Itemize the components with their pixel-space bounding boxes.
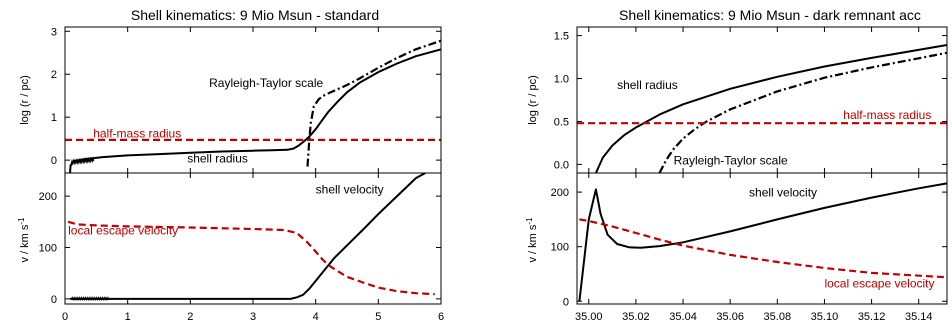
x-tick-label: 35.14 bbox=[905, 311, 933, 323]
y-axis-label: log (r / pc) bbox=[527, 75, 539, 125]
x-tick-label: 2 bbox=[187, 311, 193, 323]
x-tick-label: 3 bbox=[250, 311, 256, 323]
left-chart-title: Shell kinematics: 9 Mio Msun - standard bbox=[131, 7, 379, 23]
annotation-local-escape-velocity: local escape velocity bbox=[68, 224, 178, 238]
y-tick-label: 0.5 bbox=[554, 116, 569, 128]
y-tick-label: 200 bbox=[551, 187, 569, 199]
x-tick-label: 0 bbox=[62, 311, 68, 323]
series-line-rayleigh-taylor-scale bbox=[306, 39, 441, 167]
y-tick-label: 0 bbox=[51, 155, 57, 167]
series-line-shell-velocity bbox=[70, 173, 426, 300]
series-line-shell-velocity bbox=[578, 182, 947, 302]
y-tick-label: 200 bbox=[39, 191, 57, 203]
x-tick-label: 35.02 bbox=[622, 311, 650, 323]
panel-left-top: 0 1 2 3 log (r / pc) Rayleigh-Taylor scale hal… bbox=[19, 26, 442, 174]
annotation-shell-velocity: shell velocity bbox=[749, 185, 817, 199]
x-tick-label: 35.06 bbox=[716, 311, 744, 323]
y-tick-label: 100 bbox=[551, 242, 569, 254]
shell-radius-noise bbox=[70, 156, 95, 166]
plot-frame bbox=[576, 26, 948, 174]
annotation-shell-radius: shell radius bbox=[617, 78, 678, 92]
annotation-half-mass-radius: half-mass radius bbox=[843, 108, 931, 122]
y-tick-label: 2 bbox=[51, 69, 57, 81]
series-line-local-escape-velocity bbox=[67, 220, 435, 296]
annotation-local-escape-velocity: local escape velocity bbox=[824, 277, 934, 291]
plot-frame bbox=[576, 172, 948, 305]
x-tick-label: 35.00 bbox=[575, 311, 603, 323]
panel-right-bottom: 35.00 35.02 35.04 35.06 35.08 35.10 35.12 35.14… bbox=[525, 172, 948, 323]
y-tick-label: 1.5 bbox=[554, 31, 569, 43]
y-axis-label-superscript: -1 bbox=[17, 217, 26, 225]
y-axis-label: v / km s-1 bbox=[17, 217, 31, 263]
y-axis-label-superscript: -1 bbox=[525, 217, 534, 225]
y-tick-label: 1.0 bbox=[554, 74, 569, 86]
series-line-rayleigh-taylor-scale bbox=[658, 51, 947, 173]
annotation-shell-radius: shell radius bbox=[187, 151, 248, 165]
y-tick-label: 0 bbox=[563, 296, 569, 308]
x-tick-label: 35.04 bbox=[669, 311, 697, 323]
y-tick-label: 0 bbox=[51, 294, 57, 306]
x-tick-label: 4 bbox=[313, 311, 319, 323]
annotation-rayleigh-taylor-scale: Rayleigh-Taylor scale bbox=[674, 153, 788, 167]
series-line-local-escape-velocity bbox=[579, 218, 947, 279]
annotation-half-mass-radius: half-mass radius bbox=[93, 126, 181, 140]
panel-left-bottom: 0 1 2 3 4 5 6 0 100 200 v / km s-1 shell velocity lo… bbox=[17, 172, 444, 323]
right-chart-title: Shell kinematics: 9 Mio Msun - dark remn… bbox=[619, 7, 921, 23]
y-tick-label: 3 bbox=[51, 26, 57, 38]
annotation-rayleigh-taylor-scale: Rayleigh-Taylor scale bbox=[209, 76, 323, 90]
x-tick-label: 35.10 bbox=[811, 311, 839, 323]
shell-velocity-noise bbox=[70, 296, 110, 302]
annotation-shell-velocity: shell velocity bbox=[316, 183, 384, 197]
y-axis-label: v / km s-1 bbox=[525, 217, 539, 263]
x-tick-label: 35.12 bbox=[858, 311, 886, 323]
x-tick-label: 6 bbox=[438, 311, 444, 323]
y-tick-label: 0.0 bbox=[554, 159, 569, 171]
series-line-shell-radius bbox=[69, 48, 441, 173]
x-tick-label: 1 bbox=[125, 311, 131, 323]
x-tick-label: 35.08 bbox=[764, 311, 792, 323]
x-tick-label: 5 bbox=[375, 311, 381, 323]
y-axis-label: log (r / pc) bbox=[19, 75, 31, 125]
series-line-shell-radius bbox=[594, 44, 947, 173]
plot-frame bbox=[64, 172, 442, 305]
y-tick-label: 1 bbox=[51, 112, 57, 124]
y-tick-label: 100 bbox=[39, 242, 57, 254]
panel-right-top: 0.0 0.5 1.0 1.5 log (r / pc) shell radius half… bbox=[527, 26, 948, 174]
